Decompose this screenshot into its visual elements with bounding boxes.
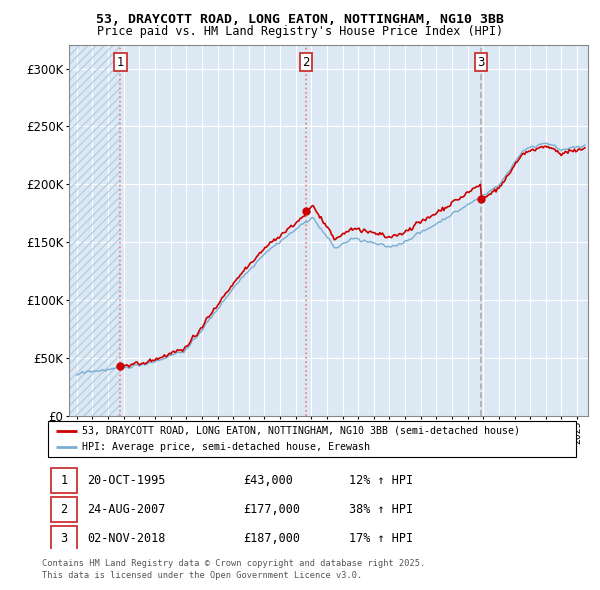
Text: 1: 1 [116,55,124,68]
Text: 12% ↑ HPI: 12% ↑ HPI [349,474,413,487]
Text: 53, DRAYCOTT ROAD, LONG EATON, NOTTINGHAM, NG10 3BB: 53, DRAYCOTT ROAD, LONG EATON, NOTTINGHA… [96,13,504,26]
FancyBboxPatch shape [48,421,576,457]
Text: 20-OCT-1995: 20-OCT-1995 [88,474,166,487]
FancyBboxPatch shape [51,468,77,493]
Text: 2: 2 [60,503,67,516]
Text: Price paid vs. HM Land Registry's House Price Index (HPI): Price paid vs. HM Land Registry's House … [97,25,503,38]
Text: £43,000: £43,000 [244,474,293,487]
Text: 1: 1 [60,474,67,487]
Text: 17% ↑ HPI: 17% ↑ HPI [349,532,413,545]
Text: 2: 2 [302,55,310,68]
FancyBboxPatch shape [51,526,77,550]
Text: 02-NOV-2018: 02-NOV-2018 [88,532,166,545]
Text: 24-AUG-2007: 24-AUG-2007 [88,503,166,516]
Text: £177,000: £177,000 [244,503,301,516]
FancyBboxPatch shape [51,497,77,522]
Text: This data is licensed under the Open Government Licence v3.0.: This data is licensed under the Open Gov… [42,571,362,579]
Text: 3: 3 [477,55,484,68]
Text: £187,000: £187,000 [244,532,301,545]
Text: 3: 3 [60,532,67,545]
Text: 53, DRAYCOTT ROAD, LONG EATON, NOTTINGHAM, NG10 3BB (semi-detached house): 53, DRAYCOTT ROAD, LONG EATON, NOTTINGHA… [82,425,520,435]
Text: Contains HM Land Registry data © Crown copyright and database right 2025.: Contains HM Land Registry data © Crown c… [42,559,425,568]
Text: HPI: Average price, semi-detached house, Erewash: HPI: Average price, semi-detached house,… [82,442,370,453]
Text: 38% ↑ HPI: 38% ↑ HPI [349,503,413,516]
